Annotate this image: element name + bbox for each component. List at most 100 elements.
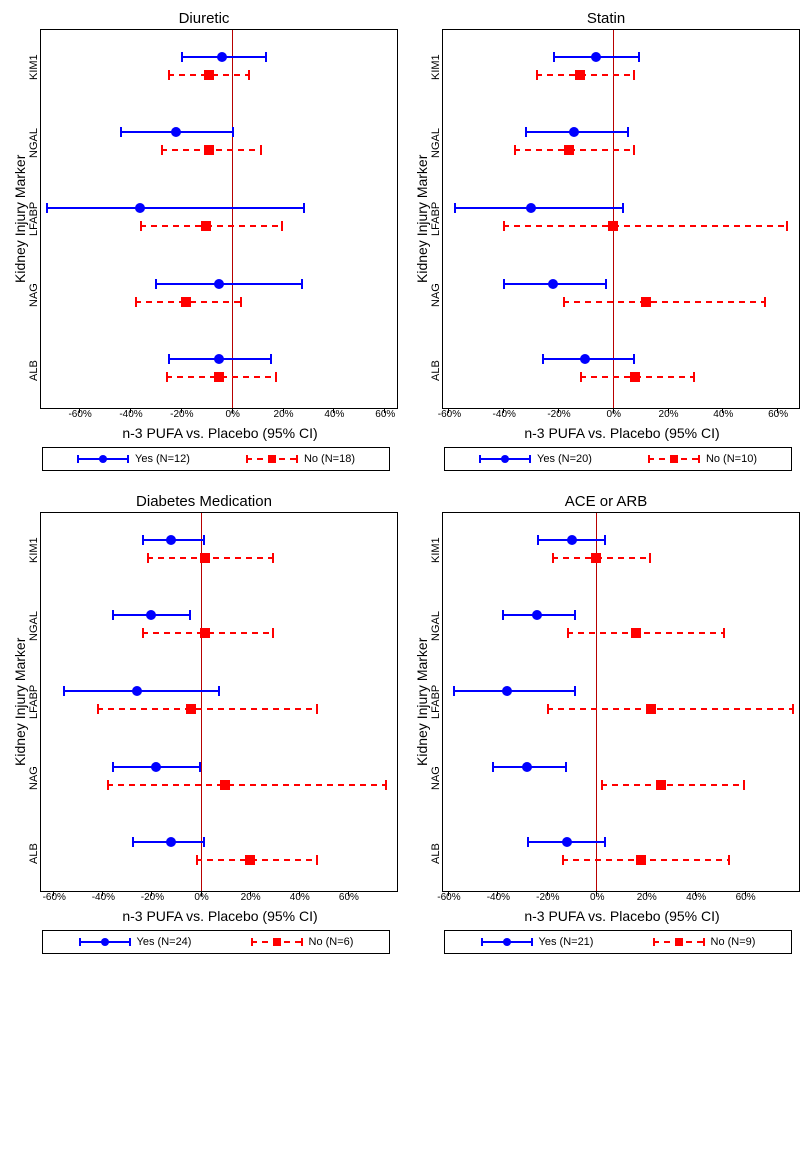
y-tick-labels: KIM1NGALLFABPNAGALB [430,512,442,892]
estimate-no [142,632,275,634]
legend-swatch [246,453,298,465]
y-tick-label: ALB [28,834,40,874]
estimate-no [135,301,242,303]
x-tick-label: 0% [607,409,621,420]
y-tick-label: NGAL [430,123,442,163]
estimate-yes [120,131,234,133]
legend-item-yes: Yes (N=12) [77,453,190,465]
estimate-no [562,859,730,861]
y-tick-labels: KIM1 NGAL LFABP NAG ALB [28,512,40,892]
y-axis-label: Kidney Injury Marker [412,512,430,892]
y-tick-label: KIM1 [430,530,442,570]
x-tick-label: 60% [339,892,359,903]
estimate-yes [453,690,577,692]
estimate-no [552,557,651,559]
x-axis-label: n-3 PUFA vs. Placebo (95% CI) [42,908,398,924]
estimate-no [147,557,275,559]
legend-item-yes: Yes (N=20) [479,453,592,465]
y-tick-label: ALB [28,351,40,391]
x-tick-label: 0% [194,892,208,903]
panel-title: ACE or ARB [412,493,800,510]
y-tick-label: LFABP [28,682,40,722]
estimate-yes [181,56,267,58]
plot-area [442,29,800,409]
estimate-no [563,301,766,303]
panel-title: Diabetes Medication [10,493,398,510]
legend-label: Yes (N=12) [135,453,190,465]
y-axis-label: Kidney Injury Marker [412,29,430,409]
estimate-no [166,376,278,378]
x-tick-label: -60% [43,892,66,903]
x-tick-label: 60% [736,892,756,903]
x-tick-label: -20% [536,892,559,903]
zero-reference-line [232,30,233,408]
x-tick-label: 20% [637,892,657,903]
legend-item-no: No (N=18) [246,453,355,465]
estimate-no [140,225,282,227]
legend-label: No (N=10) [706,453,757,465]
estimate-no [97,708,318,710]
forest-plot-panel: StatinKidney Injury MarkerKIM1NGALLFABPN… [412,10,800,471]
y-tick-label: ALB [430,834,442,874]
estimate-no [536,74,635,76]
x-axis-label: n-3 PUFA vs. Placebo (95% CI) [444,908,800,924]
y-tick-label: NAG [430,758,442,798]
y-tick-label: NAG [430,275,442,315]
estimate-yes [132,841,206,843]
y-tick-labels: KIM1NGALLFABPNAGALB [28,29,40,409]
y-tick-labels: KIM1NGALLFABPNAGALB [430,29,442,409]
y-tick-label: NGAL [430,606,442,646]
legend-label: Yes (N=24) [137,936,192,948]
estimate-yes [454,207,624,209]
forest-plot-panel: DiureticKidney Injury MarkerKIM1NGALLFAB… [10,10,398,471]
estimate-yes [492,766,566,768]
x-tick-label: 20% [274,409,294,420]
estimate-no [196,859,319,861]
estimate-no [107,784,387,786]
panel-title: Statin [412,10,800,27]
estimate-no [514,149,634,151]
y-tick-label: LFABP [430,199,442,239]
x-tick-label: 0% [225,409,239,420]
x-tick-label: -40% [119,409,142,420]
legend-swatch [251,936,303,948]
estimate-no [580,376,695,378]
x-tick-label: -60% [437,892,460,903]
legend: Yes (N=21)No (N=9) [444,930,792,954]
x-tick-labels: -60%-40%-20%0%20%40%60% [42,892,398,906]
legend-swatch [79,936,131,948]
y-tick-label: ALB [430,351,442,391]
y-tick-label: NGAL [28,606,40,646]
legend-swatch [479,453,531,465]
estimate-yes [537,539,606,541]
estimate-yes [142,539,206,541]
legend-item-no: No (N=10) [648,453,757,465]
zero-reference-line [596,513,597,891]
estimate-yes [46,207,305,209]
x-tick-label: 20% [659,409,679,420]
legend-swatch [653,936,705,948]
x-tick-label: -20% [547,409,570,420]
x-tick-label: 40% [686,892,706,903]
forest-plot-panel: Diabetes MedicationKidney Injury MarkerK… [10,493,398,954]
y-tick-label: KIM1 [28,530,40,570]
x-tick-label: 60% [768,409,788,420]
y-tick-label: NGAL [28,123,40,163]
x-tick-labels: -60%-40%-20%0%20%40%60% [444,409,800,423]
estimate-yes [155,283,302,285]
x-tick-label: 20% [241,892,261,903]
estimate-no [567,632,725,634]
estimate-yes [503,283,607,285]
panel-title: Diuretic [10,10,398,27]
x-tick-label: 60% [375,409,395,420]
legend-item-yes: Yes (N=21) [481,936,594,948]
x-tick-labels: -60%-40%-20%0%20%40%60% [42,409,398,423]
estimate-yes [112,766,200,768]
y-tick-label: LFABP [28,199,40,239]
x-tick-label: -40% [487,892,510,903]
x-tick-label: -20% [141,892,164,903]
estimate-yes [502,614,576,616]
x-tick-label: 0% [590,892,604,903]
y-tick-label: NAG [28,758,40,798]
zero-reference-line [201,513,202,891]
